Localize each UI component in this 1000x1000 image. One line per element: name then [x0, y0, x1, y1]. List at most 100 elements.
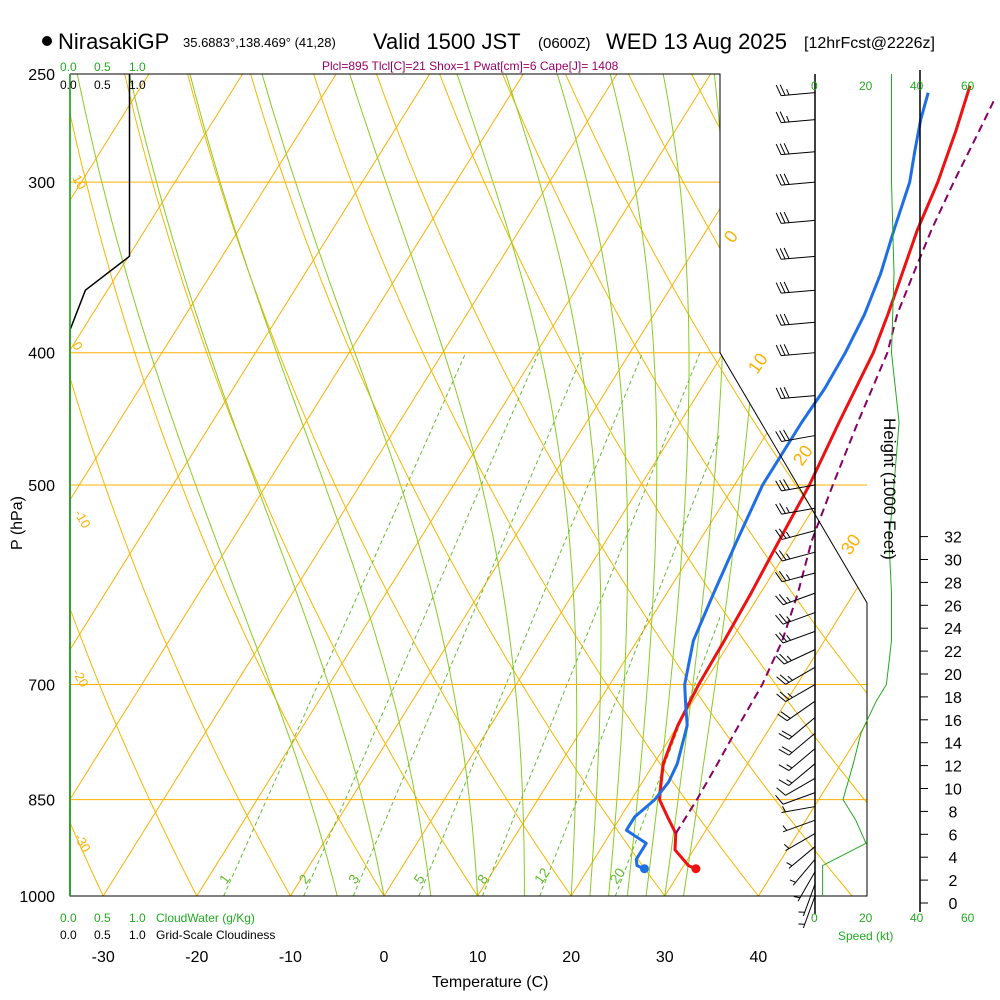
isotherm-label-1: -20 — [69, 666, 91, 690]
bottom-green-tick-1: 0.5 — [94, 911, 111, 925]
isotherm--60 — [70, 74, 420, 896]
barb-feather — [778, 570, 787, 582]
barb-feather — [775, 387, 782, 399]
isotherm-label-4: 10 — [744, 349, 772, 377]
wind-panel — [775, 74, 900, 929]
isotherm--20 — [196, 74, 794, 896]
forecast-label: [12hrFcst@2226z] — [804, 35, 935, 52]
speed-bottom-tick-3: 60 — [961, 911, 975, 925]
valid-time: Valid 1500 JST — [373, 29, 521, 54]
barb-shaft — [782, 792, 816, 805]
pressure-tick-1000: 1000 — [19, 889, 55, 906]
station-name: NirasakiGP — [58, 29, 169, 54]
barb-feather — [779, 344, 786, 356]
temp-tick-20: 20 — [562, 949, 580, 966]
barb-feather — [779, 503, 786, 514]
temp-tick--10: -10 — [279, 949, 302, 966]
wind-barb — [789, 858, 816, 886]
barb-feather — [783, 429, 790, 441]
barb-feather — [775, 174, 782, 186]
barb-shaft — [788, 763, 816, 786]
barb-feather — [783, 344, 790, 356]
bottom-green-tick-2: 1.0 — [129, 911, 146, 925]
wind-barb — [786, 846, 816, 869]
barb-shaft — [788, 846, 816, 869]
wind-barb — [775, 429, 816, 442]
barb-feather — [779, 674, 790, 683]
background-lines — [70, 73, 867, 897]
barb-shaft — [792, 858, 816, 886]
barb-feather — [778, 613, 788, 624]
isotherm--30 — [102, 74, 701, 896]
barb-shaft — [781, 806, 816, 813]
barb-shaft — [782, 819, 816, 833]
dry-adiabat-10 — [118, 74, 498, 896]
height-tick-24: 24 — [944, 621, 962, 638]
isotherm-label-top-10: 10 — [69, 172, 89, 192]
barb-half-feather — [782, 805, 786, 813]
wind-barb — [775, 281, 816, 294]
isotherm-0 — [383, 74, 867, 896]
speed-top-tick-1: 20 — [859, 79, 873, 93]
barb-feather — [783, 143, 790, 155]
isotherm-30 — [664, 74, 867, 896]
moist-adiabat-32 — [678, 74, 765, 896]
dry-adiabat-20 — [180, 74, 593, 896]
barb-feather — [783, 281, 790, 293]
barb-feather — [775, 282, 782, 294]
barb-half-feather — [786, 596, 791, 603]
valid-date: WED 13 Aug 2025 — [606, 29, 787, 54]
barb-feather — [781, 730, 793, 738]
isotherm-label-left-0: 0 — [69, 339, 86, 353]
height-tick-8: 8 — [949, 804, 958, 821]
barb-shaft — [782, 530, 816, 540]
barb-feather — [779, 282, 786, 294]
barb-feather — [775, 212, 782, 224]
barb-feather — [775, 655, 785, 665]
barb-half-feather — [786, 635, 791, 641]
cloudwater-label: CloudWater (g/Kg) — [156, 911, 255, 925]
barb-shaft — [788, 717, 816, 740]
barb-shaft — [781, 484, 816, 492]
dewpoint-line — [624, 92, 930, 871]
bottom-black-tick-0: 0.0 — [60, 928, 77, 942]
barb-feather — [778, 779, 790, 786]
barb-half-feather — [787, 692, 793, 698]
top-black-tick-0: 0.0 — [60, 78, 77, 92]
barb-half-feather — [786, 779, 793, 784]
barb-feather — [777, 713, 788, 722]
barb-feather — [775, 84, 782, 96]
barb-feather — [775, 571, 783, 583]
height-tick-6: 6 — [949, 827, 958, 844]
wind-barb — [775, 528, 816, 540]
height-tick-20: 20 — [944, 667, 962, 684]
top-green-tick-0: 0.0 — [60, 60, 77, 74]
dry-adiabat-80 — [554, 74, 867, 896]
temp-tick-30: 30 — [656, 949, 674, 966]
barb-shaft — [781, 219, 816, 224]
temperature-line — [658, 85, 972, 871]
dry-adiabat-30 — [243, 74, 687, 896]
surface-temp-marker — [691, 864, 701, 874]
bottom-black-tick-2: 1.0 — [129, 928, 146, 942]
barb-feather — [783, 247, 790, 259]
barb-feather — [775, 314, 782, 326]
bottom-black-tick-1: 0.5 — [94, 928, 111, 942]
wind-barb — [775, 313, 816, 326]
barb-feather — [775, 431, 782, 442]
wind-barb — [798, 895, 816, 929]
barb-feather — [775, 529, 783, 540]
barb-feather — [778, 594, 788, 604]
barb-half-feather — [782, 825, 788, 831]
temp-tick-40: 40 — [750, 949, 768, 966]
barb-feather — [780, 711, 791, 719]
sounding-params: Plcl=895 Tlcl[C]=21 Shox=1 Pwat[cm]=6 Ca… — [322, 59, 619, 73]
y-axis-label: P (hPa) — [9, 496, 26, 550]
barb-shaft — [783, 649, 816, 665]
barb-half-feather — [785, 574, 791, 581]
wind-barb — [781, 805, 816, 813]
barb-feather — [779, 173, 786, 185]
barb-feather — [778, 748, 790, 756]
barb-half-feather — [787, 675, 793, 681]
